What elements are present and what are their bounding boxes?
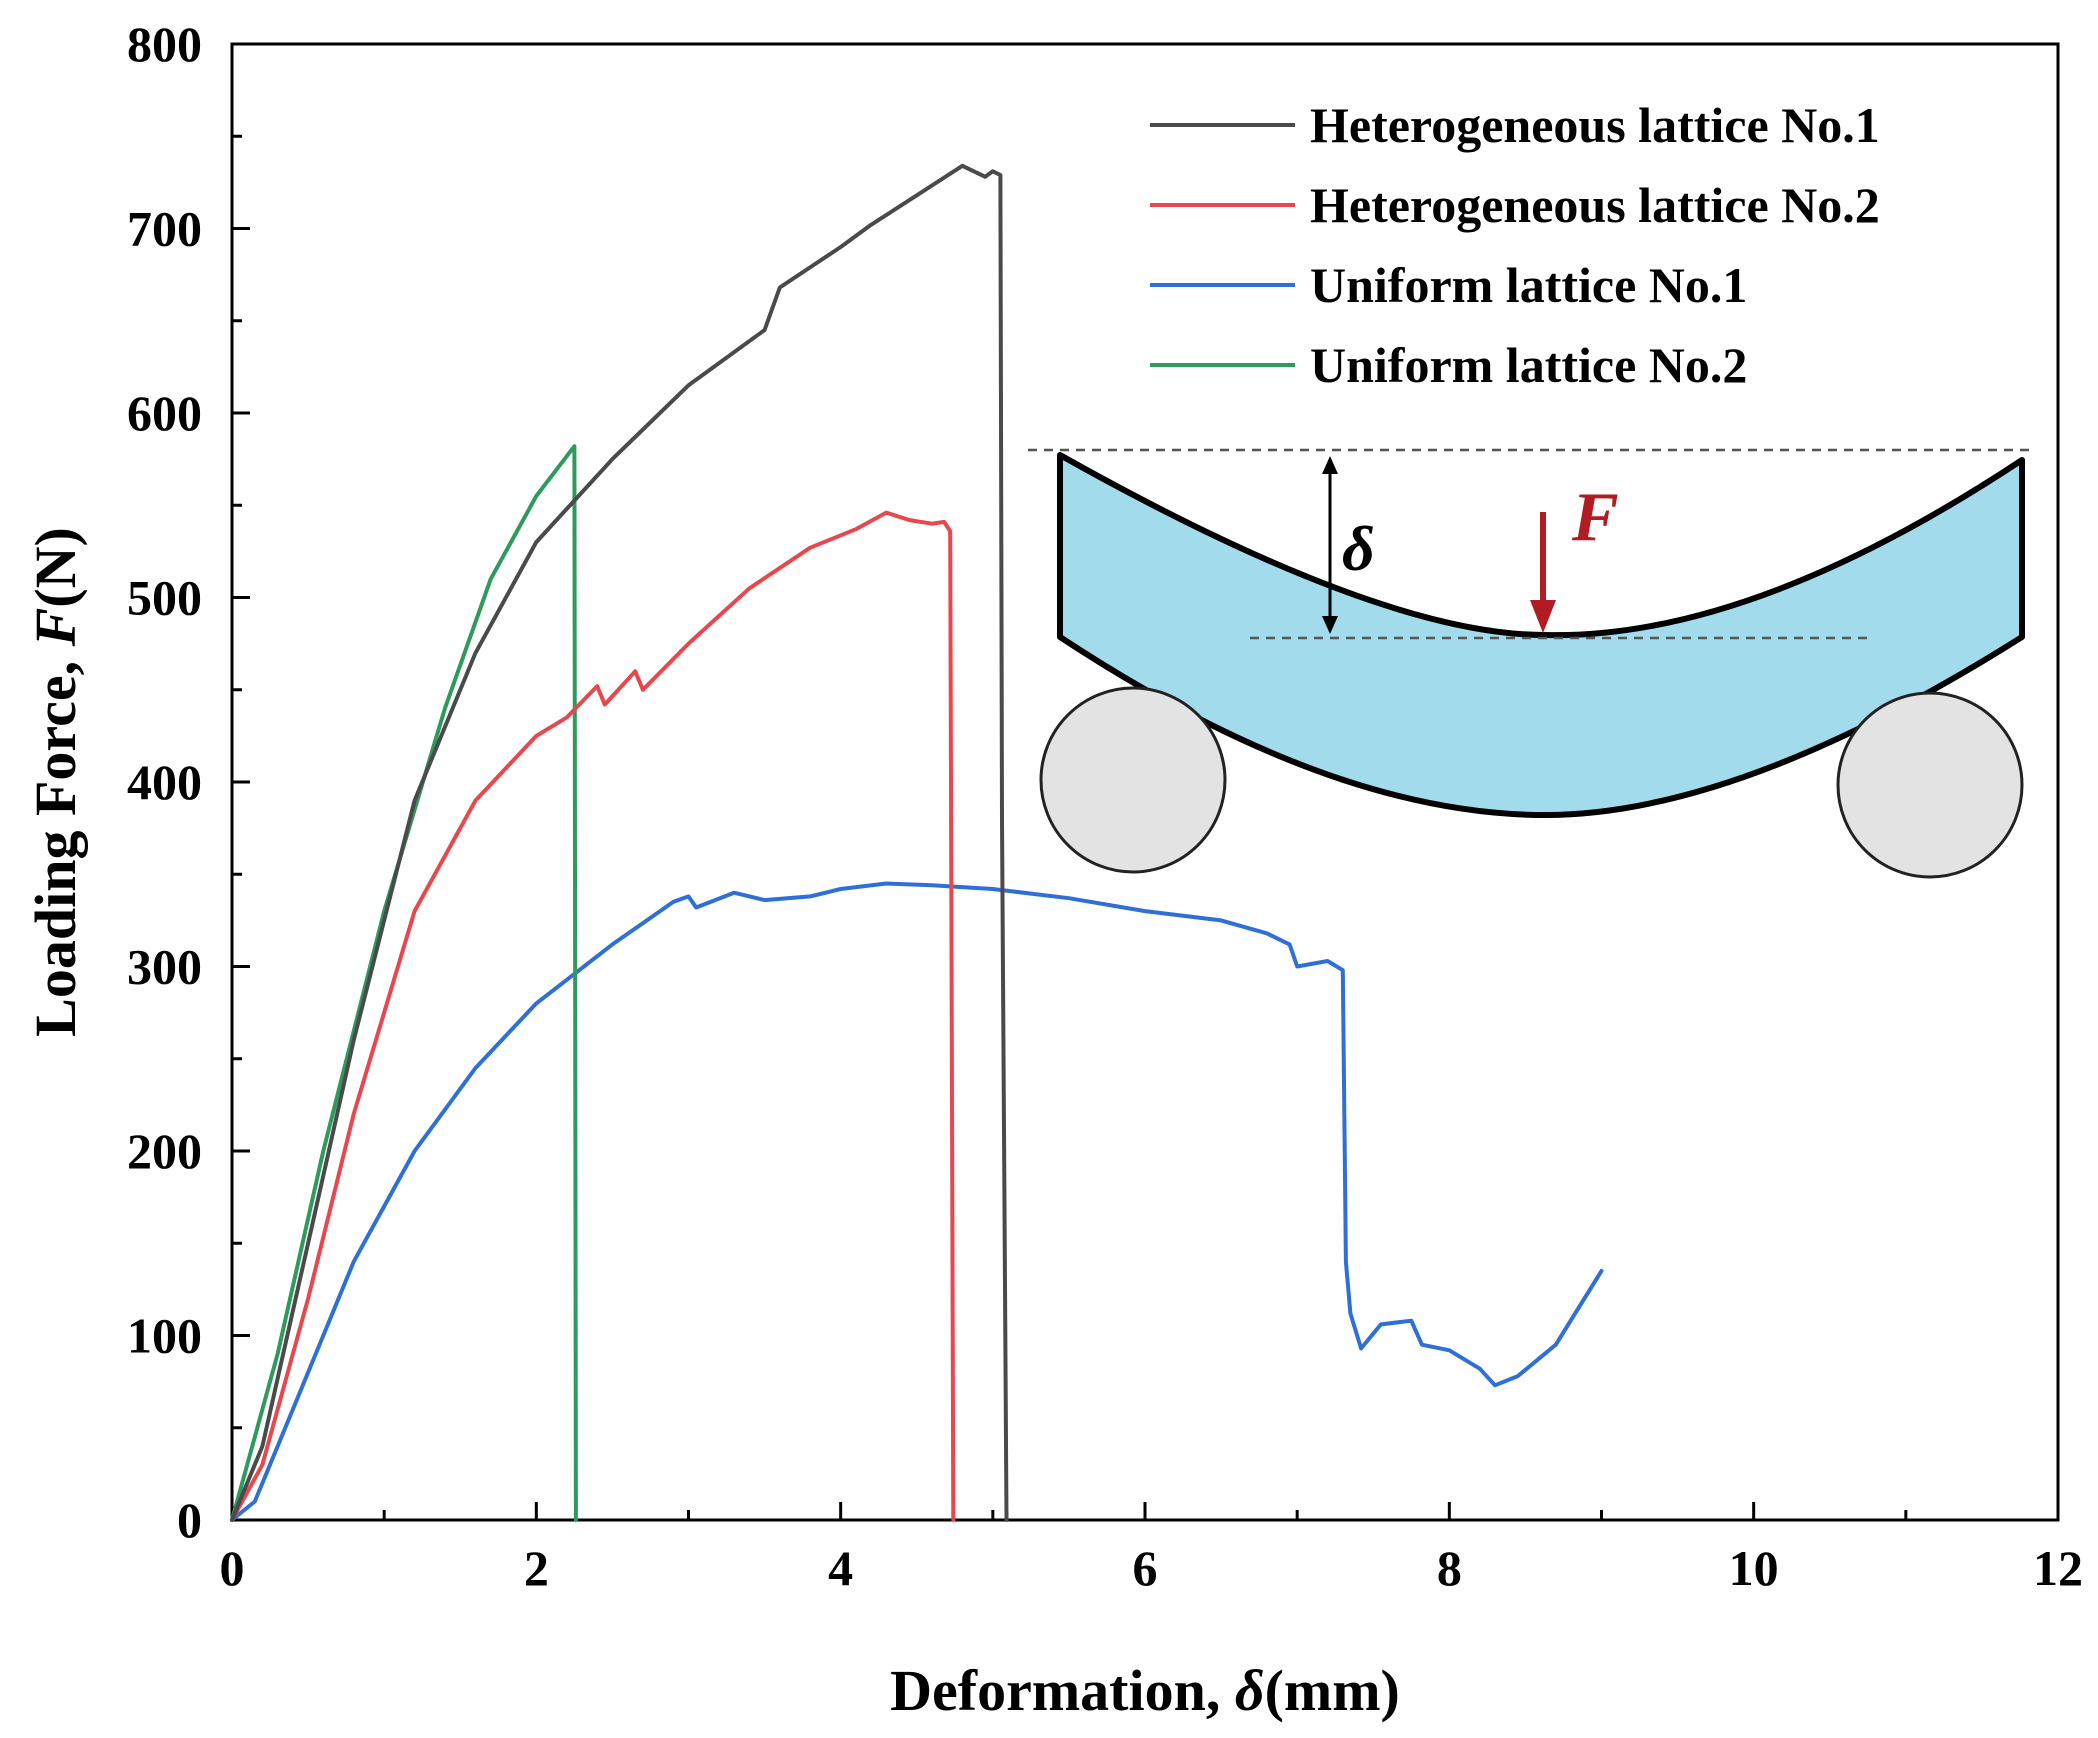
inset-force-label: F (1571, 479, 1619, 556)
x-axis-title-symbol: δ (1235, 1658, 1265, 1723)
legend-label: Heterogeneous lattice No.2 (1310, 177, 1880, 233)
x-tick-label: 12 (2033, 1540, 2083, 1596)
y-tick-label: 500 (127, 570, 202, 626)
inset-left-support (1039, 686, 1227, 874)
series-line-3 (230, 881, 1604, 1522)
inset-right-support (1836, 691, 2024, 879)
series-line-2 (230, 510, 956, 1522)
legend: Heterogeneous lattice No.1 Heterogeneous … (1150, 97, 1880, 393)
y-tick-label: 300 (127, 939, 202, 995)
data-series (230, 163, 1604, 1522)
series-line-4 (230, 444, 578, 1522)
legend-label: Uniform lattice No.1 (1310, 257, 1747, 313)
y-tick-label: 400 (127, 754, 202, 810)
y-tick-label: 0 (177, 1492, 202, 1548)
axis-tick-labels: 0 2 4 6 8 10 12 0 100 200 300 400 500 600 700 800 (127, 16, 2083, 1596)
y-tick-label: 200 (127, 1123, 202, 1179)
inset-beam (1057, 452, 2025, 818)
inset-delta-arrow-top (1322, 456, 1338, 474)
legend-label: Heterogeneous lattice No.1 (1310, 97, 1880, 153)
x-axis-title-unit: (mm) (1265, 1658, 1400, 1723)
x-axis-title: Deformation, δ(mm) (890, 1658, 1400, 1723)
x-tick-label: 2 (524, 1540, 549, 1596)
x-tick-label: 0 (220, 1540, 245, 1596)
three-point-bending-inset: δ F (1028, 448, 2035, 879)
y-tick-label: 800 (127, 16, 202, 72)
y-tick-label: 600 (127, 385, 202, 441)
y-axis-title-symbol: F (23, 608, 88, 648)
inset-delta-arrow-bottom (1322, 616, 1338, 634)
axis-ticks (230, 42, 2060, 1522)
x-tick-label: 10 (1729, 1540, 1779, 1596)
y-tick-label: 100 (127, 1308, 202, 1364)
x-tick-label: 6 (1133, 1540, 1158, 1596)
x-tick-label: 8 (1437, 1540, 1462, 1596)
inset-force-arrow-head (1530, 600, 1556, 633)
y-axis-title-prefix: Loading Force, (23, 646, 88, 1036)
legend-label: Uniform lattice No.2 (1310, 337, 1747, 393)
y-axis-title: Loading Force, F(N) (23, 527, 88, 1037)
inset-delta-label: δ (1342, 513, 1375, 584)
y-tick-label: 700 (127, 201, 202, 257)
x-tick-label: 4 (828, 1540, 853, 1596)
series-line-1 (230, 163, 1009, 1522)
x-axis-title-prefix: Deformation, (890, 1658, 1235, 1723)
y-axis-title-unit: (N) (23, 527, 88, 608)
